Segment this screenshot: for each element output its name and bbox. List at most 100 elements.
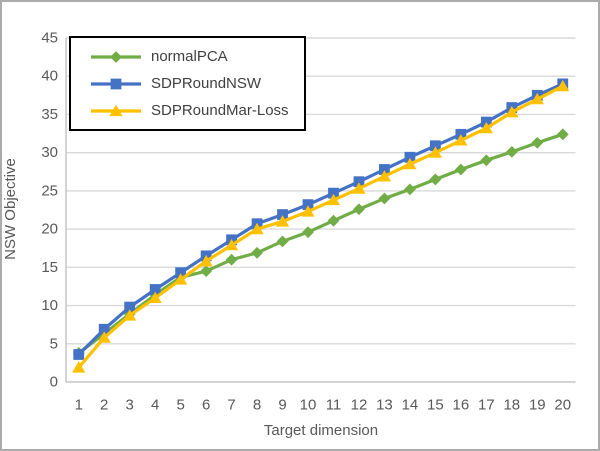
marker-normalPCA[interactable] [276,235,289,248]
x-tick-label: 18 [503,397,520,414]
marker-SDPRoundMar-Loss[interactable] [174,273,188,285]
marker-normalPCA[interactable] [556,128,569,141]
legend-item-SDPRoundMar-Loss[interactable]: SDPRoundMar-Loss [90,103,304,118]
x-tick-label: 14 [402,397,419,414]
axes [65,38,576,383]
marker-SDPRoundMar-Loss[interactable] [326,193,341,206]
marker-SDPRoundMar-Loss[interactable] [199,254,213,267]
x-tick-label: 3 [126,397,134,414]
marker-SDPRoundNSW[interactable] [149,284,161,295]
series-SDPRoundMar-Loss[interactable] [72,79,570,373]
marker-SDPRoundNSW[interactable] [328,187,339,199]
x-tick-label: 11 [326,397,342,414]
marker-SDPRoundNSW[interactable] [404,151,416,163]
x-tick-label: 13 [376,397,393,414]
marker-SDPRoundMar-Loss[interactable] [97,331,111,343]
x-tick-label: 5 [176,397,184,414]
marker-SDPRoundMar-Loss[interactable] [377,170,392,182]
y-tick-label: 5 [50,335,58,352]
x-tick-label: 4 [151,397,159,414]
y-tick-label: 0 [50,374,58,391]
marker-SDPRoundNSW[interactable] [98,323,110,335]
marker-SDPRoundNSW[interactable] [277,209,288,220]
line-triangle-marker-icon [90,104,142,118]
x-tick-label: 19 [529,397,546,414]
y-tick-label: 25 [41,182,58,199]
y-tick-label: 20 [41,221,58,238]
y-tick-label: 10 [41,297,58,314]
y-tick-label: 40 [41,68,58,85]
x-tick-label: 17 [478,397,495,414]
x-tick-label: 7 [227,397,235,414]
marker-SDPRoundMar-Loss[interactable] [250,222,264,235]
marker-SDPRoundMar-Loss[interactable] [505,105,519,118]
y-tick-label: 30 [41,144,58,161]
marker-normalPCA[interactable] [454,163,467,176]
x-axis-tick-labels: 1 2 3 4 5 6 7 8 9 10 11 12 13 14 15 16 17 18 19 20 [75,397,572,414]
legend-item-normalPCA[interactable]: normalPCA [90,49,304,64]
line-square-marker-icon [90,77,142,91]
marker-SDPRoundMar-Loss[interactable] [479,121,493,134]
x-tick-label: 6 [202,397,210,414]
square-marker-icon [110,78,122,89]
marker-SDPRoundMar-Loss[interactable] [556,79,570,92]
y-axis-title: NSW Objective [2,158,19,260]
marker-SDPRoundNSW[interactable] [429,140,441,152]
x-tick-label: 12 [351,397,368,414]
triangle-marker-icon[interactable] [109,104,123,116]
y-tick-label: 15 [41,259,58,276]
x-axis-title: Target dimension [263,422,379,439]
marker-normalPCA[interactable] [429,173,442,186]
marker-normalPCA[interactable] [302,226,314,239]
marker-SDPRoundNSW[interactable] [353,176,365,188]
y-axis-tick-labels: 0 5 10 15 20 25 30 35 40 45 [41,30,58,391]
legend-item-SDPRoundNSW[interactable]: SDPRoundNSW [90,76,304,91]
marker-normalPCA[interactable] [251,246,263,259]
marker-SDPRoundMar-Loss[interactable] [428,146,442,158]
legend-label: SDPRoundMar-Loss [151,102,289,119]
triangle-marker-icon [109,104,123,116]
y-tick-label: 45 [41,30,58,47]
legend-label: SDPRoundNSW [151,75,262,92]
marker-SDPRoundMar-Loss[interactable] [352,182,366,194]
marker-SDPRoundMar-Loss[interactable] [530,92,544,105]
marker-SDPRoundNSW[interactable] [302,199,314,211]
marker-normalPCA[interactable] [480,154,493,167]
marker-SDPRoundMar-Loss[interactable] [301,205,315,217]
marker-SDPRoundMar-Loss[interactable] [123,309,137,321]
marker-SDPRoundMar-Loss[interactable] [454,134,468,146]
legend-label: normalPCA [151,48,228,65]
marker-normalPCA[interactable] [505,146,518,158]
marker-SDPRoundMar-Loss[interactable] [72,361,86,373]
x-tick-label: 2 [100,397,108,414]
marker-normalPCA[interactable] [327,214,340,227]
marker-normalPCA[interactable] [225,253,238,266]
marker-SDPRoundMar-Loss[interactable] [403,157,417,170]
marker-normalPCA[interactable] [353,203,365,216]
line-diamond-marker-icon [90,50,142,64]
x-tick-label: 9 [278,397,286,414]
x-tick-label: 8 [253,397,261,414]
diamond-marker-icon [110,50,122,63]
marker-SDPRoundMar-Loss[interactable] [275,215,290,227]
marker-normalPCA[interactable] [200,265,213,278]
marker-SDPRoundMar-Loss[interactable] [148,291,162,304]
square-marker-icon[interactable] [110,78,122,89]
legend[interactable]: normalPCA SDPRoundNSW SDPRoundMar-Loss [69,36,306,131]
x-tick-label: 15 [427,397,444,414]
marker-SDPRoundNSW[interactable] [73,349,85,360]
y-tick-label: 35 [41,106,58,123]
marker-normalPCA[interactable] [404,183,416,196]
marker-SDPRoundNSW[interactable] [175,267,187,279]
x-tick-label: 16 [453,397,470,414]
marker-SDPRoundNSW[interactable] [379,164,390,175]
x-tick-label: 20 [554,397,571,414]
marker-SDPRoundNSW[interactable] [124,301,136,313]
marker-normalPCA[interactable] [378,192,391,205]
marker-normalPCA[interactable] [531,136,544,149]
x-tick-label: 1 [75,397,83,414]
x-tick-label: 10 [300,397,317,414]
marker-SDPRoundMar-Loss[interactable] [224,238,239,251]
diamond-marker-icon[interactable] [110,50,122,63]
